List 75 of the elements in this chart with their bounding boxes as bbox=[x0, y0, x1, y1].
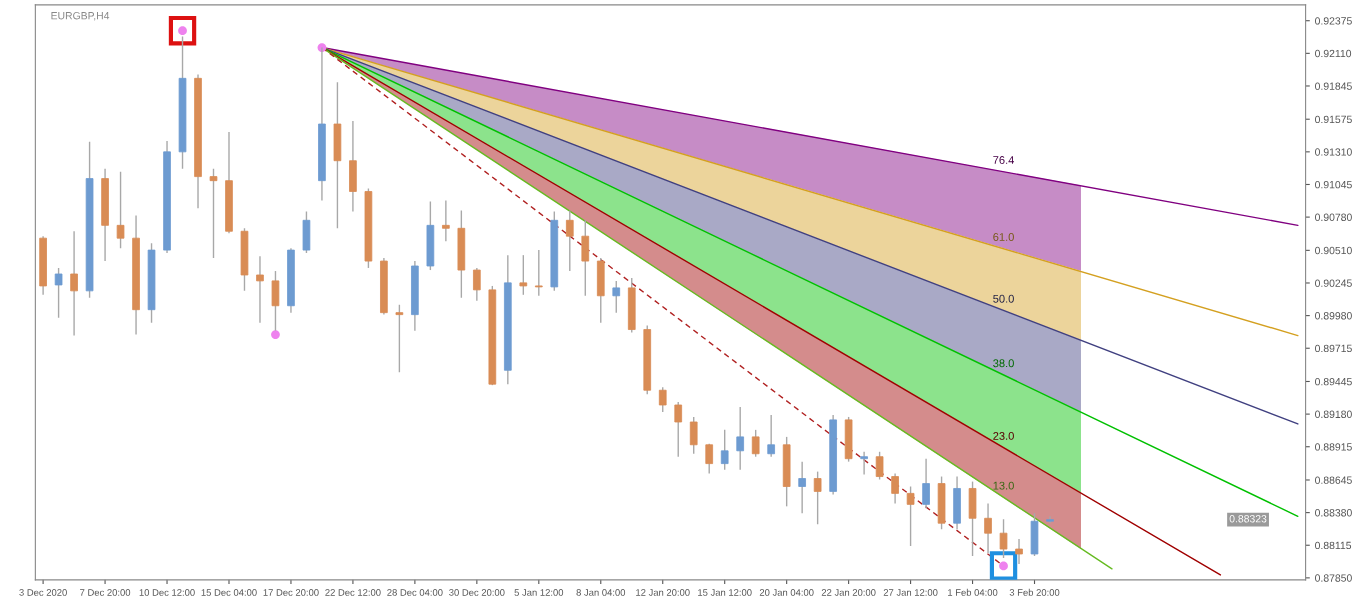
x-tick-label: 10 Dec 12:00 bbox=[139, 589, 195, 596]
x-tick-label: 8 Jan 04:00 bbox=[576, 589, 626, 596]
series-label: 50.0 bbox=[993, 294, 1014, 303]
candlestick bbox=[906, 485, 915, 547]
candlestick bbox=[116, 170, 125, 249]
y-tick-label: 0.92375 bbox=[1315, 17, 1352, 25]
x-tick-label: 15 Dec 04:00 bbox=[201, 589, 257, 596]
x-tick-label: 3 Dec 2020 bbox=[19, 589, 67, 596]
candlestick bbox=[891, 472, 899, 505]
candlestick bbox=[922, 457, 930, 509]
candlestick bbox=[705, 443, 714, 475]
series-label: 38.0 bbox=[993, 359, 1014, 368]
candlestick bbox=[612, 280, 621, 314]
x-tick-label: 17 Dec 20:00 bbox=[263, 589, 319, 596]
y-tick-label: 0.89180 bbox=[1315, 410, 1352, 418]
x-tick-label: 15 Jan 12:00 bbox=[698, 589, 752, 596]
y-tick-label: 0.88645 bbox=[1315, 476, 1352, 484]
y-tick-label: 0.89715 bbox=[1315, 344, 1352, 353]
candlestick bbox=[256, 255, 264, 324]
x-tick-label: 22 Jan 20:00 bbox=[821, 589, 876, 596]
x-tick-label: 12 Jan 20:00 bbox=[636, 589, 690, 596]
y-tick-label: 0.92110 bbox=[1315, 49, 1352, 58]
series-label: 23.0 bbox=[993, 432, 1014, 440]
candlestick bbox=[751, 429, 760, 458]
candlestick bbox=[736, 406, 745, 471]
candlestick bbox=[565, 209, 574, 272]
x-tick-label: 20 Jan 04:00 bbox=[759, 589, 814, 596]
candlestick bbox=[473, 267, 481, 302]
y-tick-label: 0.91045 bbox=[1315, 180, 1352, 189]
x-tick-label: 30 Dec 20:00 bbox=[449, 589, 505, 596]
x-tick-label: 27 Jan 12:00 bbox=[883, 589, 938, 596]
candlestick bbox=[442, 199, 450, 242]
candlestick bbox=[720, 429, 729, 471]
candlestick bbox=[54, 267, 63, 319]
series-label: 13.0 bbox=[993, 481, 1014, 490]
y-tick-label: 0.89445 bbox=[1315, 377, 1352, 386]
candlestick bbox=[519, 254, 528, 296]
y-tick-label: 0.91845 bbox=[1315, 82, 1352, 90]
candlestick bbox=[999, 518, 1008, 559]
series-label: 61.0 bbox=[993, 233, 1014, 241]
text: EURGBP,H4 bbox=[51, 12, 110, 21]
y-tick-label: 0.89980 bbox=[1315, 312, 1352, 320]
y-tick-label: 0.87850 bbox=[1315, 574, 1352, 582]
y-tick-label: 0.90780 bbox=[1315, 213, 1352, 221]
x-tick-label: 28 Dec 04:00 bbox=[387, 589, 443, 596]
candlestick bbox=[984, 502, 992, 554]
candlestick bbox=[534, 249, 543, 297]
x-tick-label: 3 Feb 20:00 bbox=[1009, 588, 1060, 596]
candlestick bbox=[767, 414, 775, 458]
candlestick bbox=[875, 451, 884, 481]
y-tick-label: 0.90245 bbox=[1315, 279, 1352, 287]
y-tick-label: 0.88915 bbox=[1315, 443, 1352, 451]
x-tick-label: 7 Dec 20:00 bbox=[80, 589, 131, 596]
y-tick-label: 0.91575 bbox=[1315, 115, 1352, 124]
candlestick bbox=[209, 168, 218, 259]
candlestick bbox=[798, 460, 806, 515]
candlestick bbox=[860, 451, 868, 476]
annotation: 0.88323 bbox=[1229, 515, 1267, 523]
candlestick bbox=[674, 401, 683, 458]
candlestick bbox=[689, 416, 698, 455]
candlestick bbox=[395, 304, 404, 373]
candlestick bbox=[70, 230, 78, 337]
x-tick-label: 22 Dec 12:00 bbox=[325, 589, 381, 596]
x-tick-label: 1 Feb 04:00 bbox=[948, 588, 998, 596]
candlestick bbox=[813, 470, 822, 525]
series-label: 76.4 bbox=[993, 156, 1015, 164]
y-tick-label: 0.88380 bbox=[1315, 509, 1352, 517]
point bbox=[989, 551, 1018, 580]
y-tick-label: 0.90510 bbox=[1315, 246, 1352, 255]
point bbox=[271, 330, 280, 339]
candlestick bbox=[658, 386, 667, 413]
candlestick bbox=[1015, 538, 1023, 565]
x-tick-label: 5 Jan 12:00 bbox=[514, 589, 564, 596]
y-tick-label: 0.88115 bbox=[1315, 541, 1352, 550]
y-tick-label: 0.91310 bbox=[1315, 148, 1352, 156]
